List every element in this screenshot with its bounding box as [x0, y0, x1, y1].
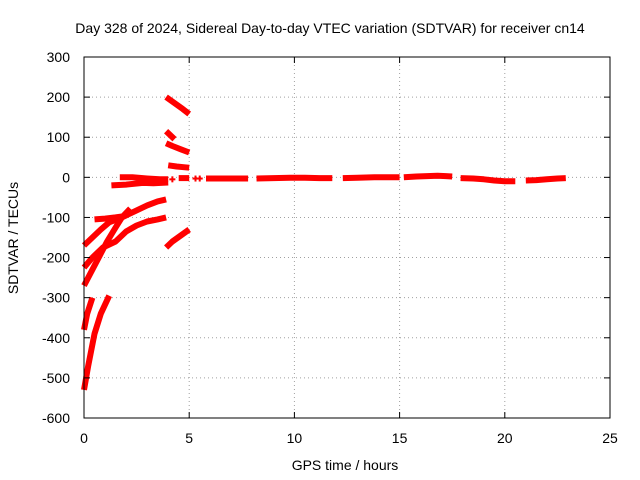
y-tick-label: 0: [62, 169, 70, 185]
y-tick-label: -400: [42, 330, 70, 346]
series-arc-2: [81, 296, 96, 331]
x-axis-label: GPS time / hours: [292, 457, 399, 473]
series-arc-7: [111, 179, 169, 189]
y-tick-label: -500: [42, 370, 70, 386]
x-tick-label: 10: [287, 430, 303, 446]
x-tick-label: 15: [392, 430, 408, 446]
y-tick-label: -200: [42, 250, 70, 266]
series-arc-19: [460, 175, 516, 185]
data-series: [81, 94, 566, 391]
y-tick-label: -300: [42, 290, 70, 306]
y-tick-label: -600: [42, 410, 70, 426]
series-arc-1: [81, 294, 112, 391]
y-tick-label: -100: [42, 209, 70, 225]
x-tick-label: 20: [497, 430, 513, 446]
series-arc-18: [403, 172, 453, 181]
x-axis-tick-labels: 0 5 10 15 20 25: [80, 430, 618, 446]
series-arc-11: [164, 140, 191, 156]
series-arc-6: [94, 213, 125, 223]
x-tick-label: 0: [80, 430, 88, 446]
y-axis-tick-labels: 300 200 100 0 -100 -200 -300 -400 -500 -600: [42, 49, 70, 426]
series-arc-10: [164, 129, 177, 142]
chart-title: Day 328 of 2024, Sidereal Day-to-day VTE…: [75, 20, 585, 36]
series-arc-12: [167, 162, 190, 171]
series-arc-13: [164, 227, 191, 250]
series-arc-17: [342, 174, 400, 182]
x-tick-label: 25: [602, 430, 618, 446]
y-tick-label: 100: [47, 129, 71, 145]
axis-ticks: [83, 56, 611, 419]
series-arc-20: [525, 175, 566, 184]
y-tick-label: 300: [47, 49, 71, 65]
series-arc-16: [256, 174, 333, 182]
series-arc-4: [81, 214, 167, 270]
x-tick-label: 5: [185, 430, 193, 446]
y-tick-label: 200: [47, 89, 71, 105]
series-arc-9: [164, 94, 192, 117]
grid-lines: [84, 57, 610, 418]
series-arc-8: [119, 174, 169, 183]
plot-frame: [83, 56, 611, 419]
y-axis-label: SDTVAR / TECUs: [5, 182, 21, 294]
